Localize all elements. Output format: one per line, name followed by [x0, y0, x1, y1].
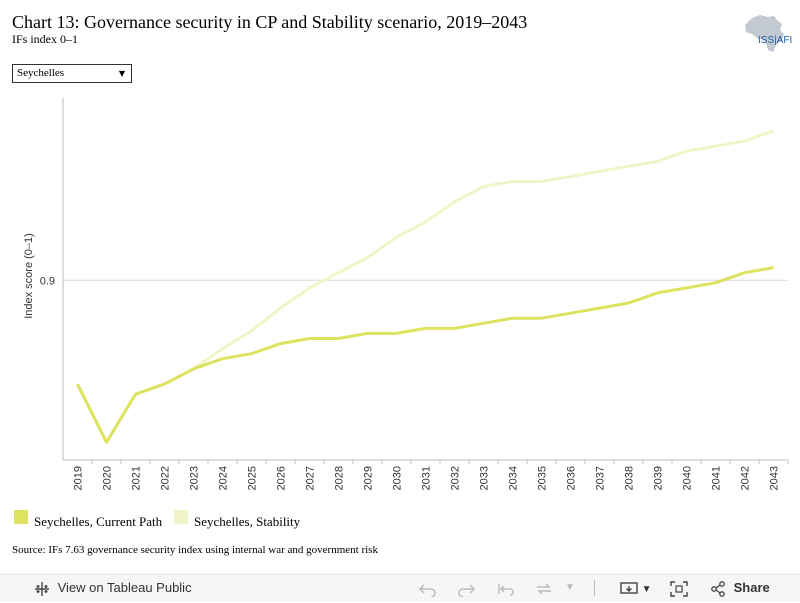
- country-select[interactable]: Seychelles ▼: [12, 64, 132, 83]
- series-line[interactable]: [76, 266, 774, 444]
- legend-label: Seychelles, Current Path: [34, 514, 163, 529]
- view-on-tableau-label: View on Tableau Public: [57, 580, 192, 595]
- refresh-menu-chevron-icon[interactable]: ▼: [565, 582, 575, 593]
- chart-subtitle: IFs index 0–1: [12, 32, 78, 46]
- x-tick-label: 2033: [479, 466, 491, 490]
- x-tick-label: 2034: [508, 466, 520, 490]
- x-tick-label: 2028: [334, 466, 346, 490]
- revert-icon[interactable]: [496, 575, 516, 601]
- x-tick-label: 2041: [711, 466, 723, 490]
- source-note: Source: IFs 7.63 governance security ind…: [12, 544, 378, 556]
- x-tick-label: 2025: [247, 466, 259, 490]
- x-tick-label: 2022: [160, 466, 172, 490]
- x-tick-label: 2031: [421, 466, 433, 490]
- download-icon[interactable]: ▼: [620, 575, 652, 601]
- x-tick-label: 2037: [595, 466, 607, 490]
- iss-afi-logo: ISS|AFI: [738, 12, 792, 54]
- x-tick-label: 2043: [769, 466, 781, 490]
- africa-map-icon: [745, 15, 784, 52]
- refresh-icon[interactable]: [534, 575, 554, 601]
- x-tick-label: 2026: [276, 466, 288, 490]
- legend-swatch: [174, 510, 188, 524]
- tableau-toolbar: View on Tableau Public ▼ ▼ Share: [0, 574, 800, 601]
- series-line[interactable]: [76, 129, 774, 444]
- view-on-tableau-button[interactable]: View on Tableau Public: [34, 575, 192, 601]
- redo-icon[interactable]: [456, 575, 476, 601]
- toolbar-divider: [594, 580, 595, 596]
- x-tick-label: 2021: [131, 466, 143, 490]
- tableau-icon: [35, 581, 49, 596]
- x-tick-label: 2023: [189, 466, 201, 490]
- x-tick-label: 2019: [73, 466, 85, 490]
- share-icon: [711, 580, 725, 597]
- y-axis-label: Index score (0–1): [23, 233, 35, 319]
- x-tick-label: 2042: [740, 466, 752, 490]
- country-select-value: Seychelles: [17, 67, 65, 79]
- x-tick-label: 2032: [450, 466, 462, 490]
- chart-title: Chart 13: Governance security in CP and …: [12, 12, 528, 32]
- y-tick-label: 0.9: [40, 275, 55, 287]
- x-tick-label: 2035: [537, 466, 549, 490]
- x-tick-label: 2036: [566, 466, 578, 490]
- logo-text: ISS|AFI: [758, 35, 792, 46]
- chevron-down-icon: ▼: [118, 69, 125, 78]
- x-tick-label: 2038: [624, 466, 636, 490]
- x-tick-label: 2027: [305, 466, 317, 490]
- legend-swatch: [14, 510, 28, 524]
- undo-icon[interactable]: [418, 575, 438, 601]
- share-button[interactable]: Share: [710, 575, 770, 601]
- fullscreen-icon[interactable]: [670, 575, 688, 601]
- share-label: Share: [733, 580, 770, 595]
- line-chart: 2019 2020 2021 2022 2023 2024 2025 2026 2027 2028…: [23, 98, 789, 490]
- x-tick-label: 2029: [363, 466, 375, 490]
- x-tick-label: 2039: [653, 466, 665, 490]
- legend-label: Seychelles, Stability: [194, 514, 301, 529]
- x-tick-label: 2024: [218, 466, 230, 490]
- x-tick-label: 2030: [392, 466, 404, 490]
- x-tick-label: 2020: [102, 466, 114, 490]
- download-menu-chevron-icon: ▼: [641, 584, 652, 595]
- x-tick-label: 2040: [682, 466, 694, 490]
